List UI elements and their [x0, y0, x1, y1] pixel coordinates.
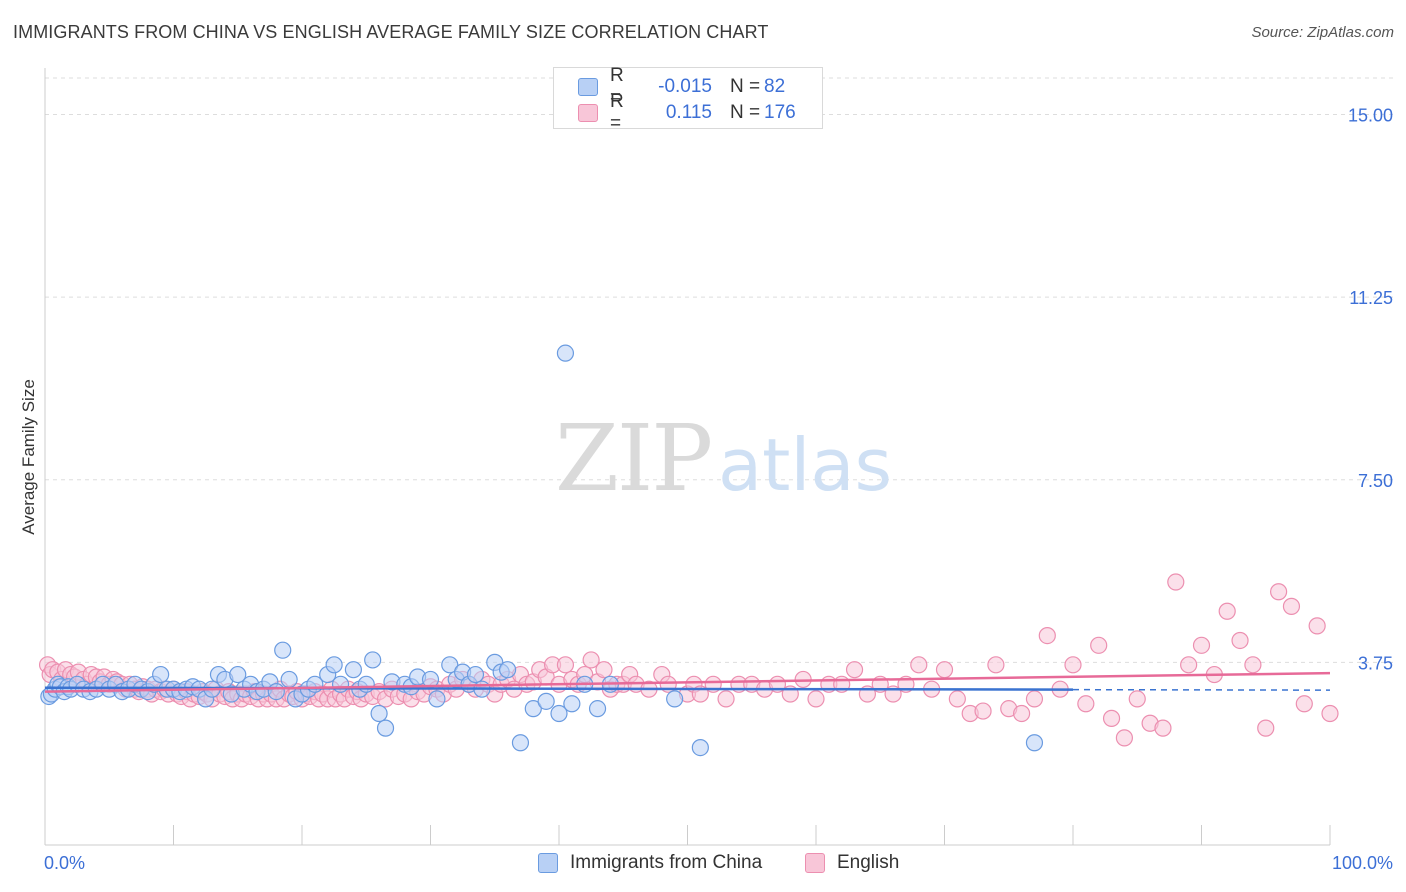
- english-point: [1231, 631, 1249, 650]
- english-point: [1167, 573, 1185, 591]
- china-point: [370, 704, 388, 723]
- china-point: [537, 692, 555, 710]
- legend-r-value: -0.015: [658, 76, 712, 97]
- china-point: [152, 665, 170, 684]
- english-point: [1102, 709, 1121, 727]
- china-point: [563, 695, 581, 713]
- china-point: [499, 661, 517, 679]
- y-tick-label: 15.00: [1348, 106, 1393, 126]
- china-point: [441, 656, 459, 674]
- english-point: [1244, 656, 1262, 674]
- english-point: [845, 661, 864, 679]
- axes: [44, 68, 1331, 846]
- legend-n-label: N =: [730, 76, 761, 97]
- english-point: [807, 690, 825, 708]
- china-point: [550, 704, 568, 723]
- english-point: [582, 651, 600, 669]
- english-point: [556, 656, 575, 674]
- china-point: [666, 690, 684, 708]
- china-point: [267, 682, 285, 701]
- english-point: [1154, 719, 1172, 737]
- legend-r-label: R =: [610, 65, 624, 108]
- grid-lines: [45, 77, 1393, 663]
- watermark-zip: ZIP: [555, 405, 711, 512]
- series-legend-china-label: Immigrants from China: [570, 852, 763, 873]
- legend-swatch-english: [578, 104, 598, 122]
- english-point: [974, 702, 992, 720]
- china-point: [511, 734, 530, 752]
- english-point: [1257, 719, 1275, 737]
- english-point: [1282, 597, 1301, 615]
- series-legend: Immigrants from China English: [0, 852, 1406, 878]
- legend-n-value: 82: [764, 76, 786, 97]
- legend-n-value: 176: [764, 102, 796, 123]
- english-point: [1192, 636, 1211, 654]
- series-legend-china: Immigrants from China: [538, 852, 762, 874]
- china-point: [229, 665, 247, 684]
- english-point: [1295, 695, 1313, 713]
- china-point: [1025, 734, 1044, 752]
- china-point: [466, 665, 485, 684]
- legend-n-label: N =: [730, 102, 761, 123]
- y-axis-label: Average Family Size: [19, 379, 38, 535]
- english-point: [987, 656, 1005, 674]
- series-legend-english: English: [805, 852, 899, 874]
- china-point: [344, 661, 362, 679]
- english-point: [1269, 583, 1288, 601]
- china-point: [325, 656, 343, 674]
- english-points: [38, 573, 1339, 747]
- english-point: [1012, 704, 1031, 723]
- legend-swatch-china: [578, 78, 598, 96]
- y-tick-label: 11.25: [1349, 288, 1393, 308]
- english-point: [1077, 695, 1095, 713]
- english-point: [1038, 626, 1056, 645]
- english-point: [1090, 636, 1108, 654]
- english-point: [595, 661, 613, 679]
- english-point: [948, 690, 966, 708]
- english-point: [1308, 617, 1326, 635]
- china-point: [274, 641, 292, 659]
- english-point: [910, 656, 928, 674]
- english-point: [1115, 729, 1134, 747]
- china-point: [524, 700, 542, 718]
- english-point: [1128, 690, 1146, 708]
- china-point: [691, 739, 709, 757]
- legend-row-english: R = 0.115 N = 176: [578, 91, 804, 134]
- legend-row-china: R = -0.015 N = 82: [578, 65, 804, 108]
- english-point: [1218, 602, 1236, 620]
- china-point: [357, 675, 375, 693]
- series-legend-english-label: English: [837, 852, 900, 873]
- watermark-atlas: atlas: [718, 423, 892, 507]
- y-tick-labels: 3.75 7.50 11.25 15.00: [1348, 106, 1393, 674]
- english-point: [935, 661, 954, 679]
- english-point: [1025, 690, 1044, 708]
- chart-title: IMMIGRANTS FROM CHINA VS ENGLISH AVERAGE…: [13, 22, 769, 42]
- x-tick-label-min: 0.0%: [44, 853, 85, 873]
- correlation-legend: R = -0.015 N = 82 R = 0.115 N = 176: [553, 65, 823, 134]
- english-trend-line: [44, 671, 1331, 693]
- x-tick-label-max: 100.0%: [1332, 853, 1393, 873]
- china-point: [364, 651, 382, 669]
- english-point: [1321, 704, 1339, 723]
- english-point: [1064, 656, 1082, 674]
- series-swatch-china: [538, 853, 558, 873]
- y-tick-label: 3.75: [1358, 653, 1393, 673]
- legend-r-label: R =: [610, 91, 624, 134]
- source-label: Source: ZipAtlas.com: [1251, 24, 1394, 41]
- china-point: [331, 675, 350, 693]
- china-point: [280, 670, 298, 689]
- english-point: [1180, 656, 1198, 674]
- trend-lines: [44, 671, 1331, 693]
- y-tick-label: 7.50: [1358, 471, 1393, 491]
- china-point: [428, 690, 446, 708]
- china-point: [376, 719, 395, 737]
- legend-r-value: 0.115: [665, 102, 712, 123]
- china-point: [588, 700, 607, 718]
- series-swatch-english: [805, 853, 825, 873]
- english-point: [717, 690, 735, 708]
- watermark: ZIP atlas: [555, 405, 892, 512]
- china-point: [556, 344, 575, 362]
